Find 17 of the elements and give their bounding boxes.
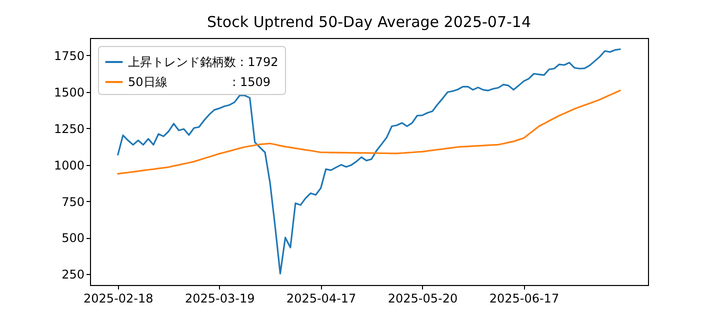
x-tick-label: 2025-04-17 (286, 292, 356, 306)
line-series (117, 48, 621, 274)
x-tick-label: 2025-03-19 (184, 292, 255, 306)
y-tick-label: 1000 (54, 158, 84, 172)
y-tick-label: 1250 (54, 122, 84, 136)
x-tick-label: 2025-06-17 (489, 292, 560, 306)
chart-title: Stock Uptrend 50-Day Average 2025-07-14 (207, 13, 531, 31)
x-tick-label: 2025-02-18 (84, 292, 154, 306)
y-tick-label: 750 (62, 194, 84, 209)
line-series (117, 90, 621, 175)
y-tick-label: 500 (62, 231, 84, 246)
x-tick-label: 2025-05-20 (388, 292, 458, 306)
y-tick-label: 1750 (54, 48, 84, 63)
y-tick-label: 250 (62, 268, 84, 282)
legend-label: 上昇トレンド銘柄数 : 1792 (128, 55, 278, 69)
legend-label: 50日線 : 1509 (128, 75, 271, 89)
y-tick-label: 1500 (54, 85, 84, 100)
